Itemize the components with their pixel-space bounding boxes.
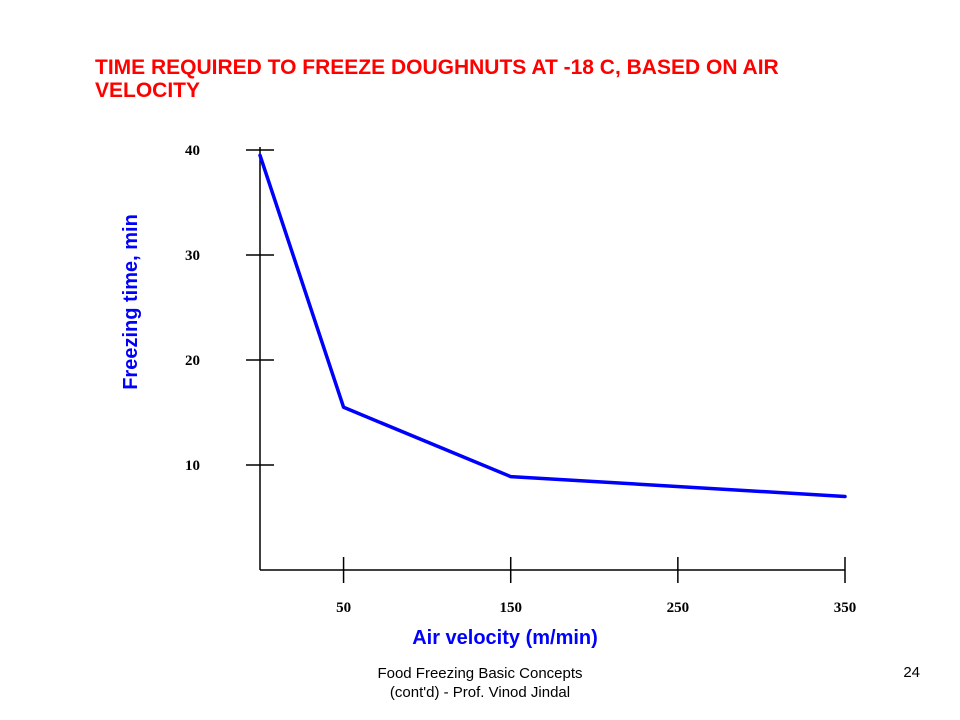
x-tick-label: 350 — [834, 600, 857, 616]
y-tick-label: 30 — [185, 248, 200, 264]
series-line — [258, 153, 847, 499]
page-number: 24 — [903, 664, 920, 681]
series-layer — [258, 153, 847, 499]
x-axis-title: Air velocity (m/min) — [412, 627, 598, 649]
slide-title: TIME REQUIRED TO FREEZE DOUGHNUTS AT -18… — [95, 56, 779, 102]
axis-ticks: 10 20 30 40 50 150 250 350 — [185, 143, 856, 616]
y-tick-label: 10 — [185, 458, 200, 474]
footer-line-1: Food Freezing Basic Concepts — [377, 665, 583, 682]
y-axis-title: Freezing time, min — [120, 214, 142, 390]
x-tick-label: 50 — [336, 600, 351, 616]
y-tick-label: 40 — [185, 143, 200, 159]
x-tick-label: 250 — [667, 600, 690, 616]
footer-line-2: (cont'd) - Prof. Vinod Jindal — [389, 684, 571, 701]
slide-footer: Food Freezing Basic Concepts (cont'd) - … — [330, 664, 630, 702]
x-tick-label: 150 — [499, 600, 522, 616]
y-tick-label: 20 — [185, 353, 200, 369]
axes — [259, 147, 845, 571]
